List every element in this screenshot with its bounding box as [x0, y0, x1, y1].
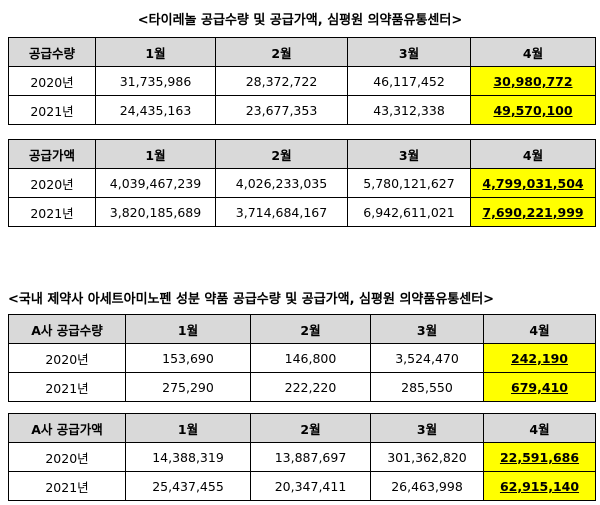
- table-row: 2021년 25,437,455 20,347,411 26,463,998 62,91…: [8, 471, 596, 501]
- header-cell: 1월: [95, 139, 216, 169]
- table-cell: 2021년: [8, 471, 126, 501]
- table-row: 2020년 153,690 146,800 3,524,470 242,190: [8, 343, 596, 373]
- table-row: 2021년 24,435,163 23,677,353 43,312,338 49,57…: [8, 95, 596, 125]
- header-cell: 1월: [125, 413, 251, 443]
- table-cell: 14,388,319: [125, 442, 251, 472]
- table-cell: 222,220: [250, 372, 371, 402]
- table-cell: 5,780,121,627: [347, 168, 471, 198]
- header-cell: A사 공급수량: [8, 314, 126, 344]
- header-cell: 4월: [470, 139, 596, 169]
- header-cell: 3월: [347, 139, 471, 169]
- header-cell: 2월: [215, 37, 348, 67]
- header-cell: A사 공급가액: [8, 413, 126, 443]
- header-cell: 2월: [250, 314, 371, 344]
- table-cell: 43,312,338: [347, 95, 471, 125]
- title: <국내 제약사 아세트아미노펜 성분 약품 공급수량 및 공급가액, 심평원 의…: [8, 292, 495, 307]
- header-cell: 3월: [347, 37, 471, 67]
- table-cell: 6,942,611,021: [347, 197, 471, 227]
- table-cell: 24,435,163: [95, 95, 216, 125]
- table-cell: 25,437,455: [125, 471, 251, 501]
- table-cell: 30,980,772: [470, 66, 596, 96]
- table-cell: 4,039,467,239: [95, 168, 216, 198]
- table-cell: 2021년: [8, 95, 96, 125]
- table-cell: 146,800: [250, 343, 371, 373]
- table-row: 2021년 3,820,185,689 3,714,684,167 6,942,611…: [8, 197, 596, 227]
- table-cell: 7,690,221,999: [470, 197, 596, 227]
- table-cell: 13,887,697: [250, 442, 371, 472]
- table-cell: 285,550: [370, 372, 484, 402]
- table-cell: 242,190: [483, 343, 596, 373]
- table-cell: 4,026,233,035: [215, 168, 348, 198]
- header-cell: 공급가액: [8, 139, 96, 169]
- table-cell: 3,714,684,167: [215, 197, 348, 227]
- table-cell: 26,463,998: [370, 471, 484, 501]
- header-row: A사 공급수량 1월 2월 3월 4월: [8, 314, 596, 344]
- table-cell: 2020년: [8, 442, 126, 472]
- table-cell: 679,410: [483, 372, 596, 402]
- header-cell: 4월: [470, 37, 596, 67]
- table-row: 2020년 14,388,319 13,887,697 301,362,820 22,5…: [8, 442, 596, 472]
- header-row: 공급수량 1월 2월 3월 4월: [8, 37, 596, 67]
- table-cell: 2020년: [8, 343, 126, 373]
- table-row: 2020년 4,039,467,239 4,026,233,035 5,780,121…: [8, 168, 596, 198]
- table-cell: 3,820,185,689: [95, 197, 216, 227]
- header-cell: 2월: [250, 413, 371, 443]
- header-cell: 3월: [370, 413, 484, 443]
- header-cell: 4월: [483, 314, 596, 344]
- header-row: 공급가액 1월 2월 3월 4월: [8, 139, 596, 169]
- table-cell: 2020년: [8, 168, 96, 198]
- table-cell: 49,570,100: [470, 95, 596, 125]
- header-cell: 1월: [125, 314, 251, 344]
- header-cell: 공급수량: [8, 37, 96, 67]
- table-cell: 2021년: [8, 197, 96, 227]
- header-cell: 3월: [370, 314, 484, 344]
- data-table: 공급가액 1월 2월 3월 4월 2020년 4,039,467,239 4,026,233,…: [8, 139, 596, 227]
- table-cell: 275,290: [125, 372, 251, 402]
- table-cell: 2021년: [8, 372, 126, 402]
- header-cell: 2월: [215, 139, 348, 169]
- table-cell: 20,347,411: [250, 471, 371, 501]
- table-cell: 153,690: [125, 343, 251, 373]
- header-row: A사 공급가액 1월 2월 3월 4월: [8, 413, 596, 443]
- table-cell: 2020년: [8, 66, 96, 96]
- table-row: 2020년 31,735,986 28,372,722 46,117,452 30,98…: [8, 66, 596, 96]
- title: <타이레놀 공급수량 및 공급가액, 심평원 의약품유통센터>: [137, 13, 463, 28]
- table-cell: 31,735,986: [95, 66, 216, 96]
- header-cell: 4월: [483, 413, 596, 443]
- table-cell: 46,117,452: [347, 66, 471, 96]
- table-cell: 3,524,470: [370, 343, 484, 373]
- data-table: A사 공급가액 1월 2월 3월 4월 2020년 14,388,319 13,887,697…: [8, 413, 596, 501]
- table-cell: 22,591,686: [483, 442, 596, 472]
- table-row: 2021년 275,290 222,220 285,550 679,410: [8, 372, 596, 402]
- data-table: A사 공급수량 1월 2월 3월 4월 2020년 153,690 146,800 3,524,…: [8, 314, 596, 402]
- table-cell: 301,362,820: [370, 442, 484, 472]
- data-table: 공급수량 1월 2월 3월 4월 2020년 31,735,986 28,372,722 46,…: [8, 37, 596, 125]
- table-cell: 62,915,140: [483, 471, 596, 501]
- table-cell: 4,799,031,504: [470, 168, 596, 198]
- table-cell: 23,677,353: [215, 95, 348, 125]
- header-cell: 1월: [95, 37, 216, 67]
- table-cell: 28,372,722: [215, 66, 348, 96]
